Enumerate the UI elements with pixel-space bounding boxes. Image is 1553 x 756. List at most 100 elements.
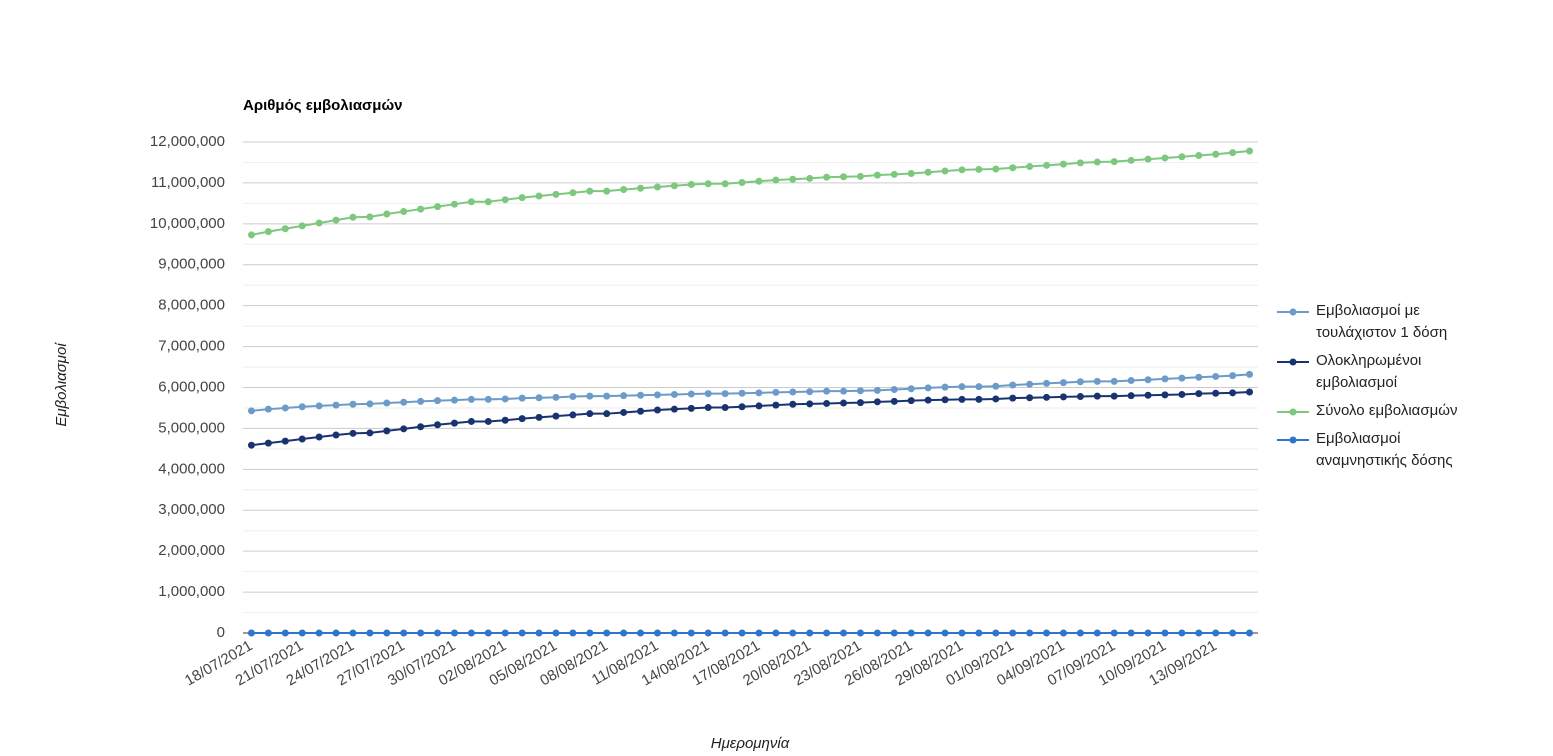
- data-point: [1026, 380, 1034, 388]
- data-point: [721, 404, 729, 412]
- data-point: [518, 629, 526, 637]
- data-point: [941, 383, 949, 391]
- data-point: [467, 629, 475, 637]
- data-point: [1026, 394, 1034, 402]
- data-point: [383, 427, 391, 435]
- data-point: [670, 629, 678, 637]
- data-point: [569, 393, 577, 401]
- data-point: [1161, 375, 1169, 383]
- data-point: [315, 629, 323, 637]
- data-point: [687, 181, 695, 189]
- data-point: [467, 417, 475, 425]
- data-point: [383, 629, 391, 637]
- data-point: [637, 407, 645, 415]
- data-point: [704, 404, 712, 412]
- data-point: [653, 406, 661, 414]
- data-point: [501, 416, 509, 424]
- data-point: [1076, 378, 1084, 386]
- y-tick-label: 8,000,000: [158, 297, 225, 314]
- data-point: [823, 173, 831, 181]
- data-point: [1076, 629, 1084, 637]
- data-point: [1127, 392, 1135, 400]
- data-point: [315, 402, 323, 410]
- data-point: [856, 387, 864, 395]
- data-point: [1246, 629, 1254, 637]
- data-point: [840, 173, 848, 181]
- data-point: [281, 225, 289, 233]
- data-point: [400, 398, 408, 406]
- data-point: [1093, 158, 1101, 166]
- data-point: [670, 390, 678, 398]
- data-point: [823, 399, 831, 407]
- data-point: [1161, 391, 1169, 399]
- data-point: [450, 396, 458, 404]
- data-point: [434, 421, 442, 429]
- data-point: [450, 419, 458, 427]
- data-point: [789, 629, 797, 637]
- data-point: [1009, 629, 1017, 637]
- data-point: [907, 170, 915, 178]
- data-point: [535, 413, 543, 421]
- data-point: [992, 395, 1000, 403]
- data-point: [873, 386, 881, 394]
- data-point: [535, 394, 543, 402]
- data-point: [772, 176, 780, 184]
- data-point: [1178, 153, 1186, 161]
- data-point: [840, 629, 848, 637]
- data-point: [1043, 161, 1051, 169]
- data-point: [1212, 389, 1220, 397]
- legend-label: Σύνολο εμβολιασμών: [1316, 402, 1458, 419]
- data-point: [484, 395, 492, 403]
- data-point: [653, 391, 661, 399]
- data-point: [501, 629, 509, 637]
- data-point: [1059, 379, 1067, 387]
- data-point: [1229, 149, 1237, 157]
- data-point: [653, 629, 661, 637]
- data-point: [586, 392, 594, 400]
- data-point: [856, 172, 864, 180]
- data-point: [806, 388, 814, 396]
- data-point: [1229, 372, 1237, 380]
- data-point: [670, 405, 678, 413]
- data-point: [653, 183, 661, 191]
- legend-label: Ολοκληρωμένοι εμβολιασμοί: [1316, 352, 1422, 391]
- data-point: [501, 196, 509, 204]
- data-point: [349, 629, 357, 637]
- data-point: [349, 213, 357, 221]
- y-tick-label: 3,000,000: [158, 501, 225, 518]
- data-point: [637, 184, 645, 192]
- data-point: [332, 431, 340, 439]
- legend-label: Εμβολιασμοί αναμνηστικής δόσης: [1316, 430, 1453, 469]
- data-point: [1212, 150, 1220, 158]
- data-point: [890, 386, 898, 394]
- data-point: [518, 194, 526, 202]
- data-point: [1093, 629, 1101, 637]
- data-point: [755, 629, 763, 637]
- data-point: [823, 629, 831, 637]
- data-point: [1043, 629, 1051, 637]
- data-point: [637, 629, 645, 637]
- legend-label: Εμβολιασμοί με τουλάχιστον 1 δόση: [1316, 302, 1448, 341]
- data-point: [958, 629, 966, 637]
- y-tick-label: 11,000,000: [151, 174, 225, 191]
- data-point: [1127, 156, 1135, 164]
- data-point: [1178, 374, 1186, 382]
- data-point: [450, 629, 458, 637]
- data-point: [450, 200, 458, 208]
- data-point: [806, 629, 814, 637]
- data-point: [1076, 159, 1084, 167]
- data-point: [975, 629, 983, 637]
- data-point: [518, 394, 526, 402]
- data-point: [586, 187, 594, 195]
- data-point: [603, 392, 611, 400]
- data-point: [907, 629, 915, 637]
- data-point: [400, 425, 408, 433]
- data-point: [1110, 629, 1118, 637]
- data-point: [366, 429, 374, 437]
- data-point: [1195, 152, 1203, 160]
- data-point: [264, 228, 272, 236]
- legend-marker: [1289, 436, 1297, 444]
- data-point: [1161, 154, 1169, 162]
- data-point: [1195, 629, 1203, 637]
